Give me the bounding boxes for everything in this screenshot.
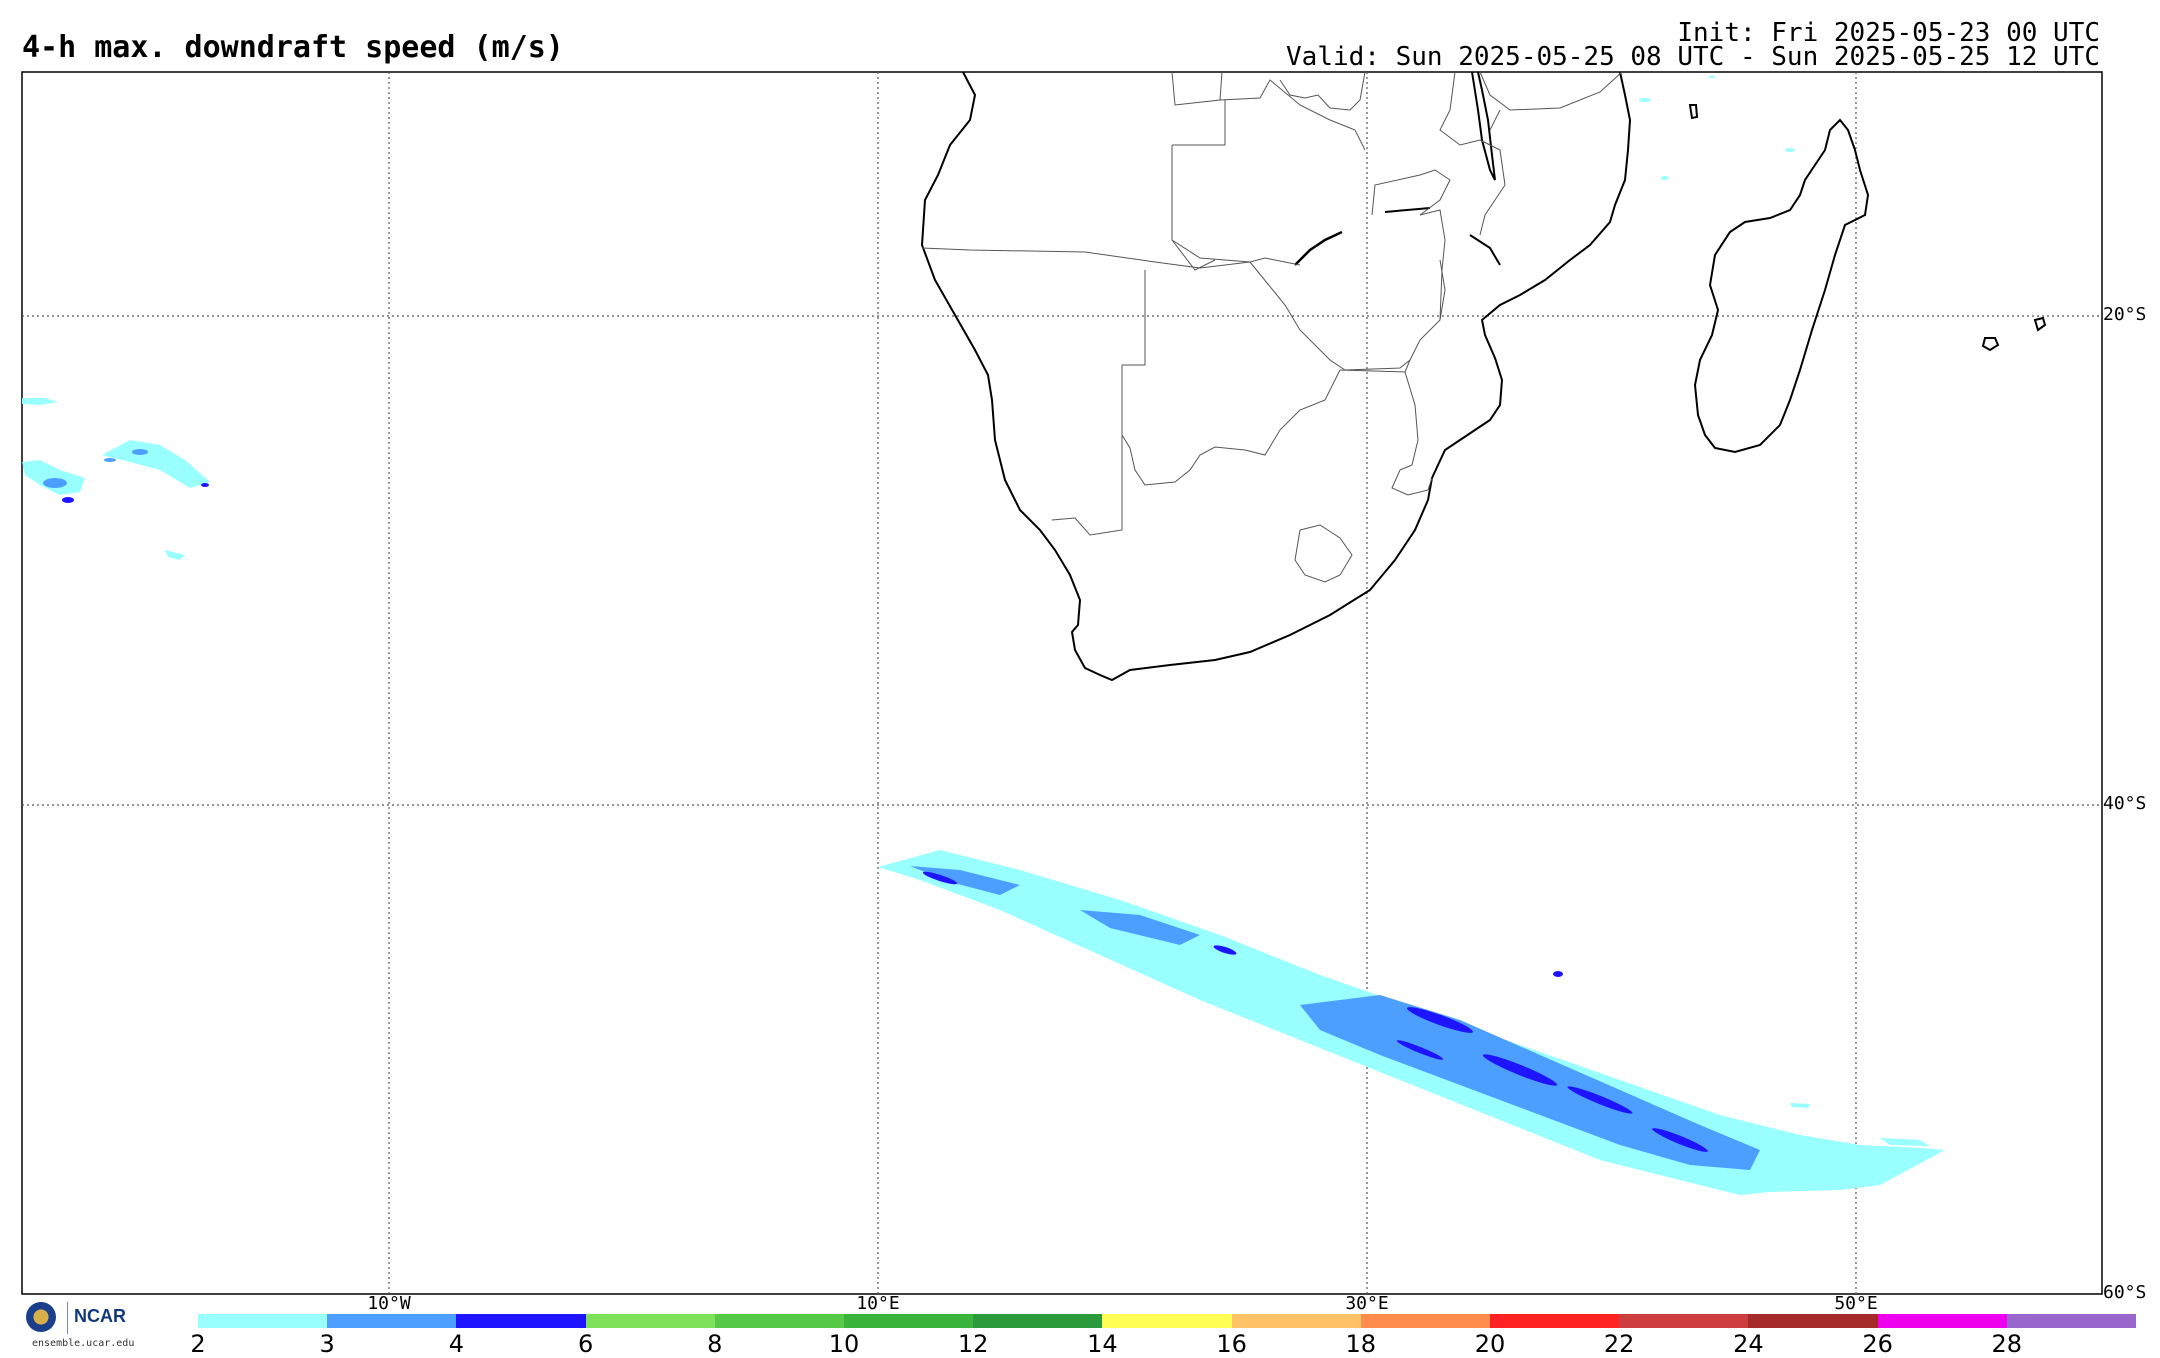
legend-tick-label: 14 (1087, 1330, 1118, 1358)
legend-tick-label: 4 (448, 1330, 465, 1358)
legend-tick-label: 8 (707, 1330, 723, 1358)
legend-swatch (714, 1314, 845, 1328)
legend-tick-label: 16 (1216, 1330, 1247, 1358)
lake-malawi (1471, 71, 1496, 181)
legend-swatch (327, 1314, 457, 1328)
legend-swatch (456, 1314, 586, 1328)
downdraft-ne-patches (1639, 75, 1795, 180)
valid-time: Valid: Sun 2025-05-25 08 UTC - Sun 2025-… (1286, 42, 2100, 72)
madagascar-coastline (1693, 118, 1870, 454)
legend-swatch (973, 1314, 1103, 1328)
legend-swatch (1360, 1314, 1491, 1328)
legend-tick-label: 6 (577, 1330, 594, 1358)
legend-swatch (1102, 1314, 1232, 1328)
legend-tick-label: 10 (828, 1330, 860, 1358)
lat-label-40s: 40°S (2103, 793, 2147, 814)
lat-label-20s: 20°S (2103, 304, 2147, 325)
legend-swatch (2006, 1314, 2137, 1328)
africa-coastline (920, 71, 1632, 682)
legend-swatch (1877, 1314, 2007, 1328)
legend-tick-label: 3 (319, 1330, 335, 1358)
ncar-brand: NCAR (74, 1306, 126, 1326)
ensemble-url: ensemble.ucar.edu (32, 1338, 135, 1349)
comoros-island (1688, 104, 1699, 120)
legend-tick-label: 20 (1474, 1330, 1506, 1358)
color-legend-labels: 2 3 4 6 8 10 12 14 16 18 20 22 24 26 28 (190, 1330, 2136, 1358)
legend-swatch (1748, 1314, 1878, 1328)
legend-swatch (1490, 1314, 1620, 1328)
graticule (22, 72, 2102, 1294)
map-title: 4-h max. downdraft speed (m/s) (22, 30, 564, 65)
reunion-island (1981, 337, 2000, 352)
legend-swatch (1231, 1314, 1361, 1328)
lat-label-60s: 60°S (2103, 1282, 2147, 1303)
lon-label-50e: 50°E (1834, 1293, 1878, 1314)
legend-tick-label: 22 (1603, 1330, 1635, 1358)
legend-swatch (585, 1314, 715, 1328)
legend-tick-label: 26 (1862, 1330, 1893, 1358)
lon-label-30e: 30°E (1345, 1293, 1389, 1314)
lake-kariba (1294, 230, 1343, 266)
color-legend-bar (198, 1314, 2137, 1328)
downdraft-band (878, 850, 1945, 1195)
legend-tick-label: 18 (1345, 1330, 1377, 1358)
lon-label-10e: 10°E (856, 1293, 900, 1314)
lake-bangweulu (1384, 207, 1431, 213)
legend-swatch (1619, 1314, 1749, 1328)
legend-swatch (198, 1314, 328, 1328)
map-frame (21, 71, 2103, 1295)
downdraft-west-patches (22, 398, 210, 560)
legend-swatch (844, 1314, 974, 1328)
mauritius-island (2033, 316, 2047, 332)
init-time: Init: Fri 2025-05-23 00 UTC (1677, 18, 2100, 48)
zambezi-shoreline (1469, 234, 1501, 266)
legend-tick-label: 2 (190, 1330, 206, 1358)
nsf-seal-icon (26, 1302, 56, 1332)
lon-label-10w: 10°W (367, 1293, 411, 1314)
country-borders (921, 71, 1623, 583)
legend-tick-label: 12 (957, 1330, 989, 1358)
legend-tick-label: 24 (1733, 1330, 1764, 1358)
legend-tick-label: 28 (1991, 1330, 2023, 1358)
ncar-logo: NCAR ensemble.ucar.edu (22, 1300, 162, 1350)
